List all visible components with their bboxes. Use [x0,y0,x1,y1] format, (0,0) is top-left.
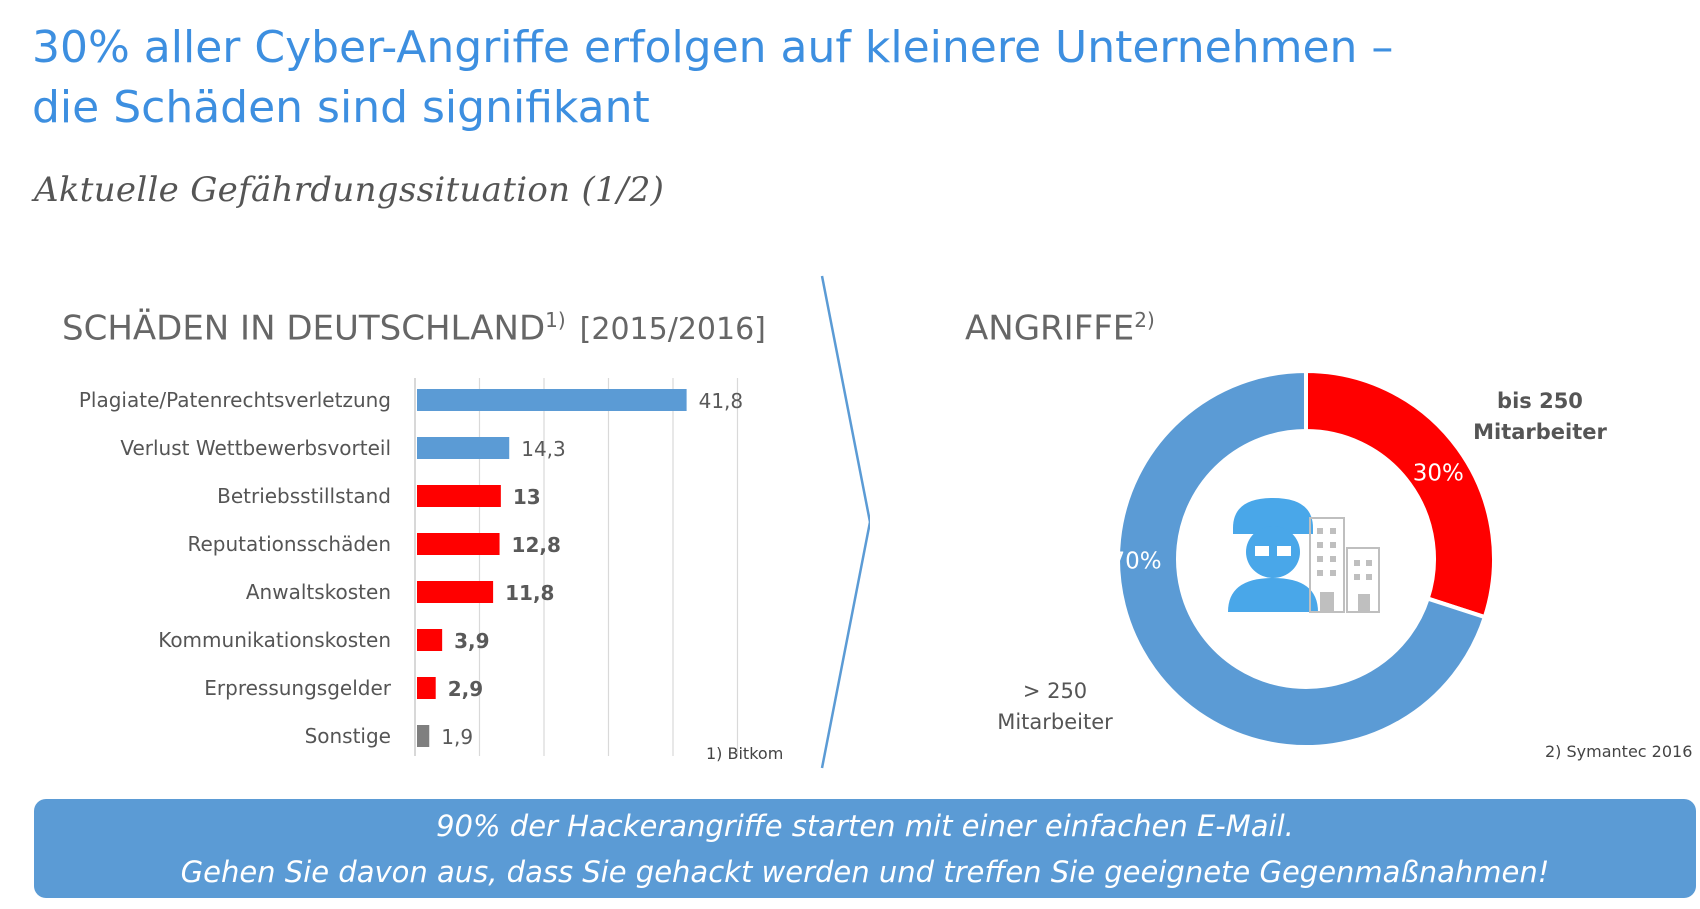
office-building-icon [1309,517,1380,613]
donut-slice [1304,372,1496,620]
damages-footnote-marker: 1) [545,308,566,332]
bar [417,437,510,459]
damages-source-note: 1) Bitkom [706,744,784,763]
bar-value-label: 13 [513,485,541,509]
bar [417,533,500,555]
donut-slice-label: 70% [1110,548,1161,574]
attacks-heading-text: ANGRIFFE [965,308,1135,349]
bar [417,581,494,603]
bar-value-label: 41,8 [699,389,744,413]
bar-value-label: 12,8 [512,533,561,557]
bar [417,389,687,411]
large-companies-label: > 250 Mitarbeiter [980,676,1130,738]
small-companies-label-line-2: Mitarbeiter [1473,420,1607,444]
bar-value-label: 14,3 [521,437,566,461]
damages-period: [2015/2016] [579,312,766,348]
donut-slice-label: 30% [1413,461,1464,487]
damages-heading: SCHÄDEN IN DEUTSCHLAND1) [2015/2016] [62,308,766,348]
attacks-source-note: 2) Symantec 2016 [1545,742,1693,761]
title-line-1: 30% aller Cyber-Angriffe erfolgen auf kl… [32,22,1394,73]
bar-value-label: 1,9 [441,725,473,749]
key-message-banner: 90% der Hackerangriffe starten mit einer… [34,799,1696,898]
bar-category-label: Sonstige [305,724,391,748]
bar-category-label: Reputationsschäden [187,532,391,556]
bar-category-label: Verlust Wettbewerbsvorteil [120,436,391,460]
banner-line-1: 90% der Hackerangriffe starten mit einer… [436,808,1294,843]
bar-category-label: Plagiate/Patenrechtsverletzung [79,388,391,412]
bar [417,485,501,507]
section-divider-chevron [820,275,870,769]
small-companies-label-line-1: bis 250 [1497,389,1583,413]
bar-value-label: 11,8 [505,581,554,605]
attacks-donut-chart: 30% 70% [1110,372,1496,749]
banner-line-2: Gehen Sie davon aus, dass Sie gehackt we… [180,854,1550,889]
large-companies-label-line-2: Mitarbeiter [997,710,1113,734]
bar-value-label: 2,9 [448,677,483,701]
small-companies-label: bis 250 Mitarbeiter [1460,386,1620,448]
donut-slice [1116,372,1488,749]
page-title: 30% aller Cyber-Angriffe erfolgen auf kl… [32,18,1393,138]
large-companies-label-line-1: > 250 [1022,679,1088,703]
damages-bar-chart: Plagiate/Patenrechtsverletzung 41,8 Verlus… [79,378,744,756]
bar [417,677,436,699]
page-subtitle: Aktuelle Gefährdungssituation (1/2) [34,170,665,210]
attacks-footnote-marker: 2) [1134,308,1155,332]
bar-category-label: Kommunikationskosten [158,628,391,652]
bar [417,629,443,651]
bar [417,725,430,747]
bar-category-label: Erpressungsgelder [204,676,392,700]
bar-value-label: 3,9 [454,629,489,653]
title-line-2: die Schäden sind signifikant [32,82,650,133]
donut-center-illustration [1228,498,1380,613]
bar-category-label: Anwaltskosten [246,580,391,604]
hacker-icon [1228,498,1318,612]
attacks-heading: ANGRIFFE2) [965,308,1155,348]
damages-heading-text: SCHÄDEN IN DEUTSCHLAND [62,308,546,349]
bar-category-label: Betriebsstillstand [217,484,391,508]
